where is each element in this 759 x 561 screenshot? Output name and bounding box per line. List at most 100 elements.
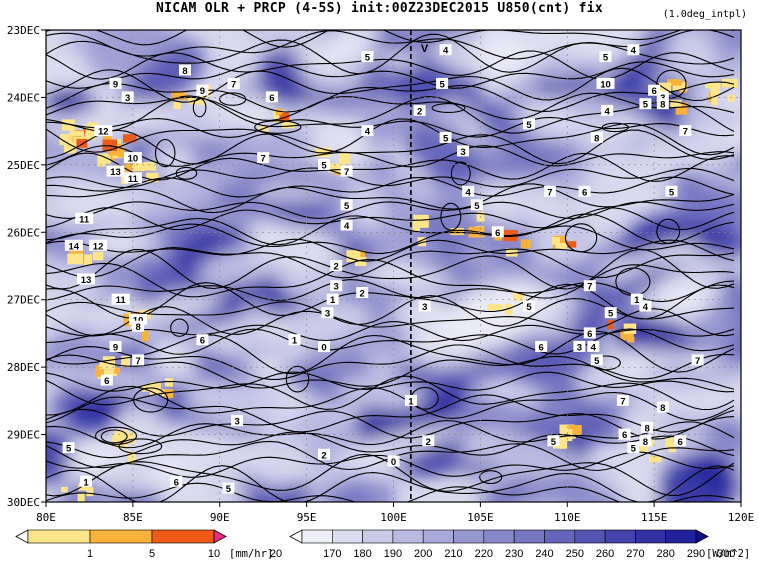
- colorbar-tick-label: 300: [717, 548, 735, 560]
- contour-label: 13: [110, 167, 121, 178]
- u850-contour: [46, 67, 735, 103]
- contour-label-bg: [340, 199, 353, 211]
- colorbar-swatch: [544, 529, 576, 544]
- contour-label-bg: [679, 125, 692, 137]
- precip-cell: [675, 102, 688, 115]
- contour-label: 5: [603, 53, 609, 64]
- precip-cell: [146, 172, 159, 183]
- contour-label: 5: [643, 100, 649, 111]
- colorbar-tick-label: 280: [657, 548, 675, 560]
- precip-cell: [85, 133, 97, 140]
- olr-clear-patch: [596, 347, 715, 371]
- colorbar-tick-label: 10: [208, 548, 220, 560]
- colorbar-arrow-high: [695, 529, 709, 544]
- olr-clear-patch: [638, 266, 727, 320]
- contour-label-bg: [601, 104, 614, 116]
- precip-cell: [84, 254, 92, 266]
- contour-label-bg: [318, 340, 330, 352]
- colorbar-swatch: [604, 529, 636, 544]
- contour-label-bg: [630, 293, 643, 305]
- colorbar-swatch: [362, 529, 394, 544]
- contour-label-bg: [123, 152, 142, 164]
- colorbar-tick-label: 5: [149, 548, 155, 560]
- colorbar-arrow-low: [289, 529, 303, 544]
- contour-label: 0: [321, 342, 326, 353]
- colorbar-swatch: [635, 529, 667, 544]
- precip-cell: [346, 250, 361, 263]
- contour-label: 4: [591, 342, 597, 353]
- precip-cell: [670, 99, 682, 108]
- y-tick-label: 24DEC: [7, 91, 40, 104]
- precip-cell: [672, 82, 688, 91]
- colorbar-unit: [W/m^2]: [706, 548, 750, 560]
- contour-label: 9: [200, 86, 205, 97]
- contour-label: 6: [651, 86, 656, 97]
- colorbar-tick-label: 270: [626, 548, 644, 560]
- u850-closed-contour: [656, 69, 687, 99]
- precip-cell: [86, 487, 94, 497]
- y-tick-label: 23DEC: [7, 24, 40, 37]
- contour-label-bg: [491, 226, 504, 238]
- contour-label: 11: [116, 295, 127, 306]
- precip-cell: [728, 94, 735, 102]
- precip-cell: [552, 237, 561, 245]
- colorbar-swatch: [513, 529, 545, 544]
- u850-closed-contour: [564, 223, 598, 253]
- contour-label-bg: [62, 442, 75, 454]
- x-tick-label: 105E: [467, 511, 494, 524]
- contour-label-bg: [639, 435, 652, 447]
- x-tick-label: 110E: [554, 511, 581, 524]
- contour-label-bg: [77, 273, 95, 285]
- precip-cell: [112, 434, 123, 445]
- contour-label: 2: [426, 437, 431, 448]
- contour-label-bg: [543, 185, 556, 197]
- precip-cell: [559, 436, 566, 449]
- contour-label: 6: [539, 342, 544, 353]
- u850-closed-contour: [285, 365, 310, 393]
- contour-label: 6: [269, 93, 274, 104]
- contour-label-bg: [387, 455, 400, 467]
- precip-cell: [95, 365, 104, 377]
- contour-label-bg: [123, 172, 142, 184]
- contour-label-bg: [665, 185, 678, 197]
- contour-label: 1: [634, 295, 640, 306]
- colorbar-swatch: [331, 529, 363, 544]
- olr-blob: [401, 115, 480, 186]
- contour-label: 9: [113, 342, 118, 353]
- contour-label-bg: [326, 293, 339, 305]
- contour-label-bg: [129, 313, 148, 325]
- contour-label-bg: [361, 51, 374, 62]
- x-tick-label: 85E: [123, 511, 143, 524]
- precip-cell: [705, 82, 721, 89]
- contour-label-bg: [583, 280, 596, 292]
- olr-clear-patch: [63, 178, 155, 220]
- u850-contour: [46, 386, 735, 421]
- precip-cell: [171, 91, 187, 100]
- contour-label: 6: [622, 430, 627, 441]
- olr-blob: [321, 478, 374, 502]
- y-axis: 23DEC 24DEC 25DEC 26DEC 27DEC 28DEC 29DEC 30DEC: [7, 24, 46, 509]
- contour-label-bg: [179, 64, 191, 76]
- u850-contour: [46, 282, 735, 320]
- chart-title: NICAM OLR + PRCP (4-5S) init:00Z23DEC201…: [156, 1, 603, 16]
- plot-area: V 89976312101311547571114121311108967651…: [46, 30, 741, 502]
- contour-label: 5: [443, 133, 449, 144]
- precip-cell: [417, 237, 427, 247]
- olr-clear-patch: [573, 463, 663, 499]
- u850-contour: [46, 30, 735, 48]
- contour-label-bg: [439, 131, 452, 143]
- reference-line-label: V: [421, 43, 429, 55]
- colorbar-tick-label: 200: [414, 548, 432, 560]
- contour-label-bg: [641, 421, 654, 433]
- colorbar-tick-label: 190: [384, 548, 402, 560]
- u850-closed-contour: [254, 120, 302, 134]
- contour-label-bg: [170, 475, 183, 487]
- precip-cell: [92, 252, 104, 261]
- colorbar-tick-label: 170: [323, 548, 341, 560]
- x-tick-label: 115E: [641, 511, 668, 524]
- contour-label-bg: [288, 334, 301, 346]
- contour-labels: 8997631210131154757111412131110896765165…: [62, 44, 704, 495]
- u850-contours: [46, 30, 735, 502]
- contour-label-bg: [599, 51, 612, 62]
- contour-label-bg: [674, 435, 687, 447]
